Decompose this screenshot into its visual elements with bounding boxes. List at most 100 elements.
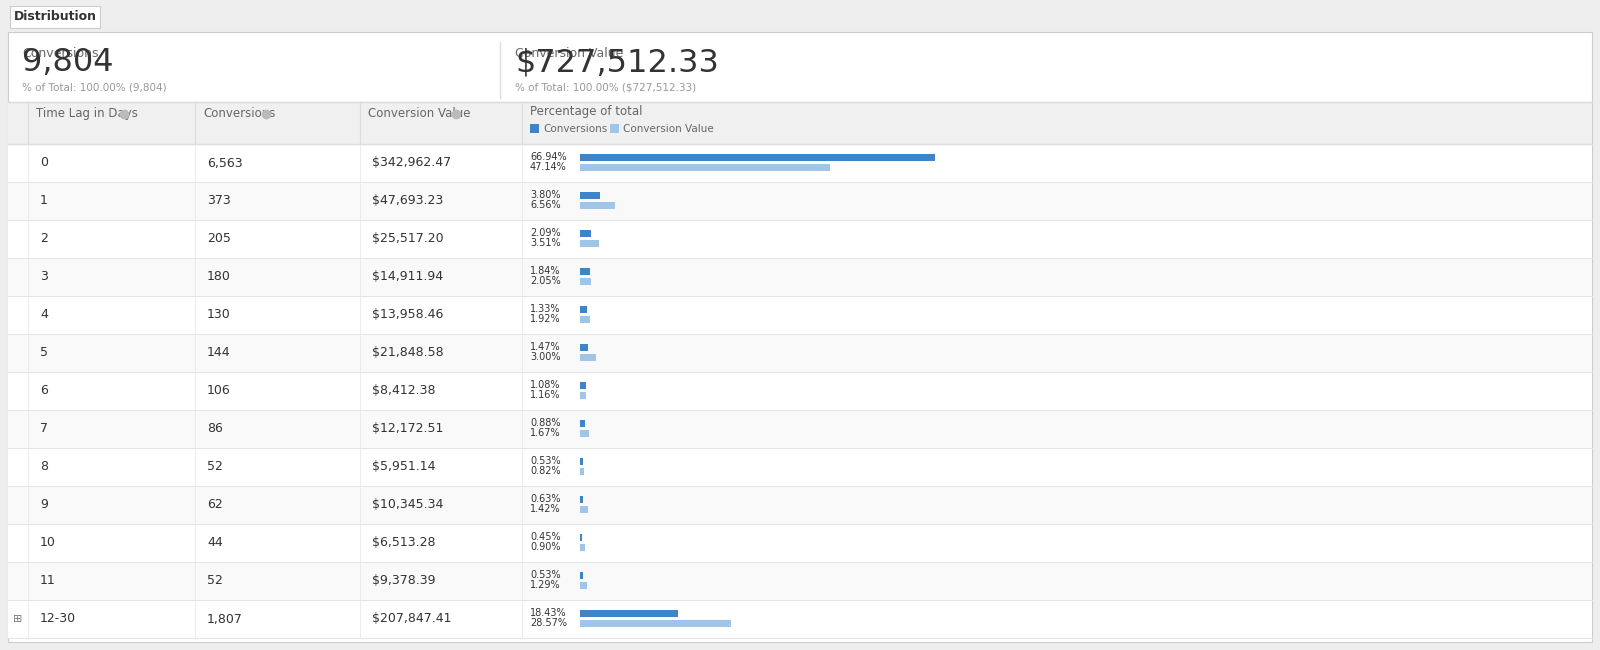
- Bar: [8, 296, 1592, 334]
- Text: 0.45%: 0.45%: [530, 532, 560, 542]
- Text: 1.29%: 1.29%: [530, 580, 560, 590]
- Text: 2.09%: 2.09%: [530, 228, 560, 238]
- Text: 6: 6: [40, 385, 48, 398]
- Text: % of Total: 100.00% (9,804): % of Total: 100.00% (9,804): [22, 82, 166, 92]
- Bar: [579, 543, 584, 551]
- Bar: [579, 430, 589, 437]
- Bar: [8, 448, 1592, 486]
- Text: 0.53%: 0.53%: [530, 456, 560, 466]
- Bar: [530, 124, 539, 133]
- Text: $5,951.14: $5,951.14: [371, 460, 435, 473]
- Bar: [579, 382, 586, 389]
- Bar: [579, 153, 934, 161]
- Text: Time Lag in Days: Time Lag in Days: [35, 107, 138, 120]
- Text: 1.92%: 1.92%: [530, 314, 560, 324]
- Text: 1.67%: 1.67%: [530, 428, 560, 438]
- Text: 1.08%: 1.08%: [530, 380, 560, 390]
- Text: % of Total: 100.00% ($727,512.33): % of Total: 100.00% ($727,512.33): [515, 82, 696, 92]
- Text: $9,378.39: $9,378.39: [371, 575, 435, 588]
- Text: 5: 5: [40, 346, 48, 359]
- Text: 0: 0: [40, 157, 48, 170]
- Text: 0.90%: 0.90%: [530, 542, 560, 552]
- Text: $207,847.41: $207,847.41: [371, 612, 451, 625]
- Text: $12,172.51: $12,172.51: [371, 422, 443, 436]
- Text: 1,807: 1,807: [206, 612, 243, 625]
- Text: Distribution: Distribution: [13, 10, 96, 23]
- Text: 0.63%: 0.63%: [530, 494, 560, 504]
- Bar: [579, 343, 587, 350]
- Bar: [8, 372, 1592, 410]
- Text: $342,962.47: $342,962.47: [371, 157, 451, 170]
- Bar: [579, 192, 600, 198]
- Text: 3.80%: 3.80%: [530, 190, 560, 200]
- Text: 1.42%: 1.42%: [530, 504, 560, 514]
- Bar: [579, 467, 584, 474]
- Text: 86: 86: [206, 422, 222, 436]
- Text: 3: 3: [40, 270, 48, 283]
- Text: Conversion Value: Conversion Value: [622, 124, 714, 134]
- Text: 2.05%: 2.05%: [530, 276, 560, 286]
- Text: Conversion Value: Conversion Value: [515, 47, 624, 60]
- Text: 106: 106: [206, 385, 230, 398]
- Bar: [610, 124, 619, 133]
- Bar: [579, 354, 595, 361]
- Text: 4: 4: [40, 309, 48, 322]
- Text: 52: 52: [206, 460, 222, 473]
- Text: 1.84%: 1.84%: [530, 266, 560, 276]
- Text: 11: 11: [40, 575, 56, 588]
- Bar: [8, 600, 1592, 638]
- Text: 373: 373: [206, 194, 230, 207]
- Text: Conversions: Conversions: [542, 124, 608, 134]
- Bar: [579, 458, 582, 465]
- Bar: [579, 582, 587, 588]
- Text: $47,693.23: $47,693.23: [371, 194, 443, 207]
- Text: 8: 8: [40, 460, 48, 473]
- Text: 1: 1: [40, 194, 48, 207]
- Bar: [579, 202, 614, 209]
- Text: Conversions: Conversions: [22, 47, 99, 60]
- Bar: [579, 571, 582, 578]
- Bar: [579, 315, 590, 322]
- Bar: [579, 164, 830, 170]
- Bar: [579, 619, 731, 627]
- Text: 1.16%: 1.16%: [530, 390, 560, 400]
- Text: $8,412.38: $8,412.38: [371, 385, 435, 398]
- Text: 3.51%: 3.51%: [530, 238, 560, 248]
- Text: 7: 7: [40, 422, 48, 436]
- Text: 2: 2: [40, 233, 48, 246]
- Text: 1.47%: 1.47%: [530, 342, 560, 352]
- Bar: [8, 334, 1592, 372]
- Text: 9,804: 9,804: [22, 47, 114, 78]
- Text: 0.53%: 0.53%: [530, 570, 560, 580]
- Bar: [579, 506, 587, 512]
- Bar: [8, 486, 1592, 524]
- Bar: [579, 278, 590, 285]
- Text: 18.43%: 18.43%: [530, 608, 566, 618]
- Text: 10: 10: [40, 536, 56, 549]
- Text: Percentage of total: Percentage of total: [530, 105, 643, 118]
- Bar: [8, 562, 1592, 600]
- Text: Conversions: Conversions: [203, 107, 275, 120]
- Text: 44: 44: [206, 536, 222, 549]
- Text: 62: 62: [206, 499, 222, 512]
- Bar: [8, 220, 1592, 258]
- Text: 28.57%: 28.57%: [530, 618, 566, 628]
- Text: 6,563: 6,563: [206, 157, 243, 170]
- Text: 130: 130: [206, 309, 230, 322]
- Text: 52: 52: [206, 575, 222, 588]
- Bar: [8, 258, 1592, 296]
- Bar: [579, 534, 582, 541]
- Text: 180: 180: [206, 270, 230, 283]
- Text: 0.88%: 0.88%: [530, 418, 560, 428]
- Text: 1.33%: 1.33%: [530, 304, 560, 314]
- Text: 205: 205: [206, 233, 230, 246]
- Bar: [579, 610, 678, 616]
- Text: 12-30: 12-30: [40, 612, 77, 625]
- Text: ⊞: ⊞: [13, 614, 22, 624]
- Text: 9: 9: [40, 499, 48, 512]
- Text: 47.14%: 47.14%: [530, 162, 566, 172]
- Text: 6.56%: 6.56%: [530, 200, 560, 210]
- Text: 144: 144: [206, 346, 230, 359]
- Bar: [579, 306, 587, 313]
- Text: 0.82%: 0.82%: [530, 466, 560, 476]
